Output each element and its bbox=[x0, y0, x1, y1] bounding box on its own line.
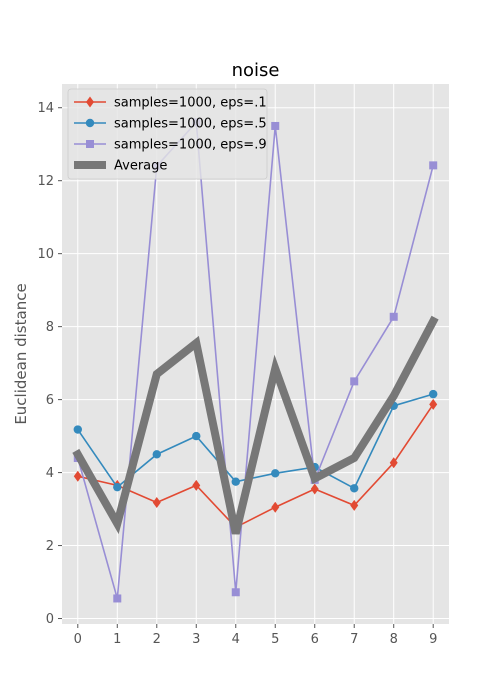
data-point-circle bbox=[73, 425, 82, 434]
data-point-square bbox=[350, 377, 359, 386]
x-tick-label: 5 bbox=[271, 632, 279, 647]
x-tick-label: 7 bbox=[350, 632, 358, 647]
data-point-diamond bbox=[271, 501, 280, 513]
y-tick-label: 12 bbox=[37, 174, 54, 189]
y-tick-label: 8 bbox=[46, 320, 54, 335]
data-point-diamond bbox=[152, 497, 161, 508]
y-axis-label: Euclidean distance bbox=[12, 283, 30, 424]
series-line bbox=[76, 393, 435, 490]
data-point-diamond bbox=[429, 398, 438, 410]
x-ticks: 0 1 2 3 4 5 6 7 8 9 bbox=[74, 624, 437, 647]
data-point-square bbox=[429, 161, 438, 170]
y-tick-label: 0 bbox=[46, 612, 54, 627]
legend: samples=1000, eps=.1 samples=1000, eps=.5… bbox=[67, 88, 268, 180]
series-4 bbox=[72, 315, 439, 535]
legend-item-2: samples=1000, eps=.5 bbox=[74, 117, 267, 132]
legend-item-1: samples=1000, eps=.1 bbox=[74, 96, 267, 111]
legend-label: samples=1000, eps=.5 bbox=[114, 117, 267, 132]
legend-item-4: Average bbox=[74, 159, 167, 174]
data-point-circle bbox=[192, 431, 201, 441]
y-tick-label: 14 bbox=[37, 101, 54, 116]
data-point-diamond bbox=[310, 483, 319, 495]
data-point-diamond bbox=[192, 479, 201, 491]
legend-label: Average bbox=[114, 159, 167, 174]
series-line bbox=[72, 315, 439, 535]
legend-item-3: samples=1000, eps=.9 bbox=[74, 138, 267, 153]
series-line bbox=[76, 403, 435, 529]
x-tick-label: 8 bbox=[390, 632, 398, 647]
data-point-circle bbox=[113, 482, 122, 492]
y-ticks: 0 2 4 6 8 10 12 14 bbox=[37, 101, 62, 627]
data-point-square bbox=[389, 312, 398, 321]
legend-box bbox=[67, 88, 268, 180]
y-tick-label: 6 bbox=[46, 393, 54, 408]
x-tick-label: 2 bbox=[153, 632, 161, 647]
legend-label: samples=1000, eps=.1 bbox=[114, 96, 267, 111]
data-point-circle bbox=[85, 118, 95, 128]
data-point-circle bbox=[231, 477, 240, 486]
x-tick-label: 3 bbox=[192, 632, 200, 647]
chart-title: noise bbox=[232, 60, 280, 81]
data-point-square bbox=[231, 588, 240, 597]
data-point-diamond bbox=[73, 470, 82, 482]
series-group bbox=[72, 118, 439, 603]
data-point-circle bbox=[271, 469, 280, 478]
x-tick-label: 0 bbox=[74, 632, 82, 647]
data-point-circle bbox=[429, 389, 438, 399]
data-point-circle bbox=[152, 450, 161, 459]
series-line bbox=[76, 120, 435, 599]
data-point-square bbox=[113, 594, 122, 603]
y-tick-label: 10 bbox=[37, 247, 54, 262]
x-tick-label: 1 bbox=[113, 632, 121, 647]
data-point-square bbox=[86, 140, 94, 148]
x-tick-label: 9 bbox=[429, 632, 437, 647]
x-tick-label: 4 bbox=[232, 632, 240, 647]
x-tick-label: 6 bbox=[311, 632, 319, 647]
y-tick-label: 4 bbox=[46, 466, 54, 481]
legend-label: samples=1000, eps=.9 bbox=[114, 138, 267, 153]
data-point-diamond bbox=[86, 96, 94, 108]
data-point-diamond bbox=[389, 457, 398, 469]
data-point-circle bbox=[350, 484, 359, 493]
data-point-diamond bbox=[350, 499, 359, 511]
y-tick-label: 2 bbox=[46, 539, 54, 554]
data-point-square bbox=[271, 121, 280, 130]
